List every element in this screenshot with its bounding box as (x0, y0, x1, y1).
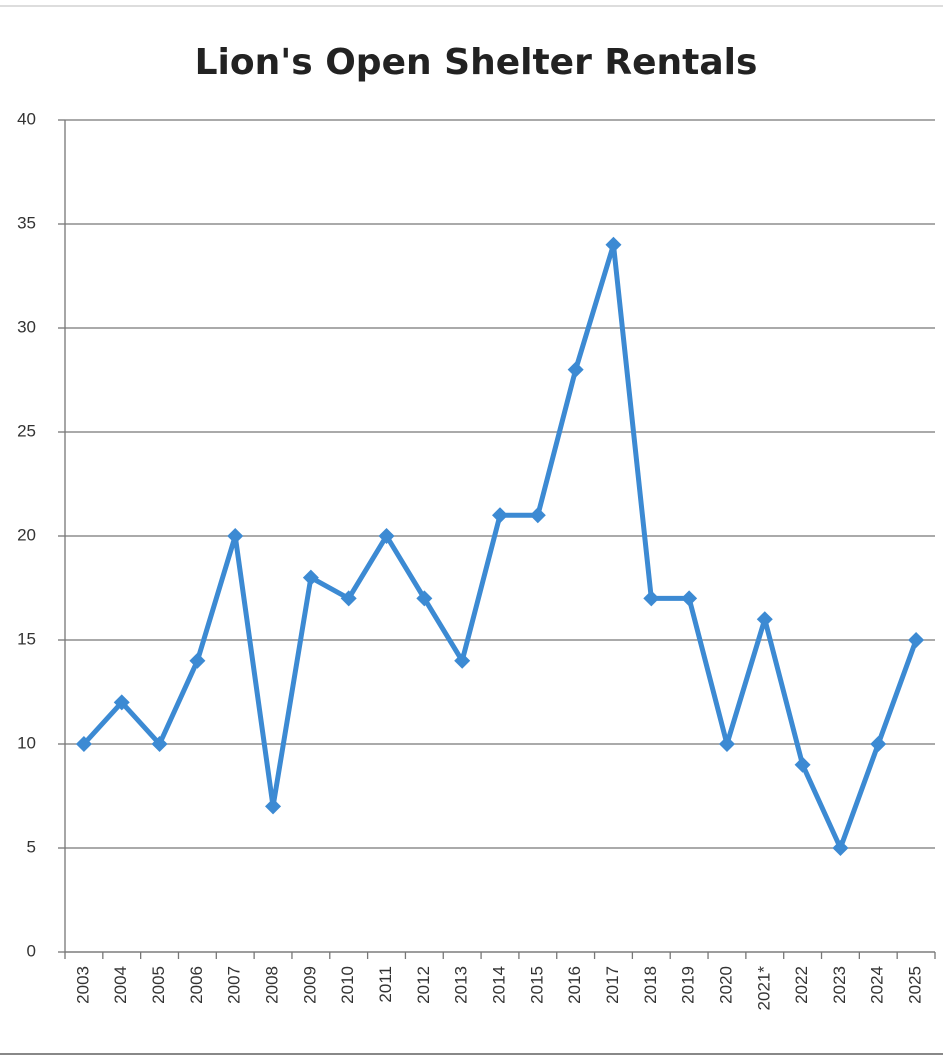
x-tick-label: 2013 (452, 966, 471, 1004)
data-point (151, 736, 168, 752)
y-tick-label: 35 (17, 213, 36, 232)
data-point (756, 611, 773, 628)
data-point (227, 528, 244, 544)
y-tick-label: 0 (27, 941, 36, 960)
data-point (302, 569, 319, 586)
y-tick-label: 15 (17, 629, 36, 648)
data-point (75, 736, 92, 752)
y-tick-label: 40 (17, 109, 36, 128)
data-point (189, 652, 206, 669)
data-point (832, 840, 849, 856)
data-point (454, 652, 471, 669)
y-tick-label: 10 (17, 733, 36, 752)
data-point (718, 736, 735, 752)
x-tick-label: 2011 (376, 966, 395, 1003)
data-point (643, 590, 660, 607)
chart-title: Lion's Open Shelter Rentals (195, 42, 758, 83)
x-tick-label: 2007 (225, 966, 244, 1004)
x-tick-label: 2009 (300, 966, 319, 1004)
data-point (567, 361, 584, 378)
x-tick-label: 2020 (716, 966, 735, 1004)
x-tick-label: 2015 (527, 966, 546, 1004)
data-point (340, 590, 357, 607)
y-tick-label: 5 (27, 837, 36, 856)
x-tick-label: 2005 (149, 966, 168, 1004)
data-point (605, 236, 622, 253)
data-point (113, 694, 130, 711)
x-tick-label: 2003 (73, 966, 92, 1004)
y-tick-label: 25 (17, 421, 36, 440)
x-tick-label: 2012 (414, 966, 433, 1004)
data-point (529, 507, 546, 524)
data-point (416, 590, 433, 607)
x-tick-label: 2022 (792, 966, 811, 1004)
x-tick-label: 2019 (679, 966, 698, 1004)
x-tick-label: 2017 (603, 966, 622, 1004)
data-point (378, 528, 395, 544)
y-tick-label: 30 (17, 317, 36, 336)
data-point (265, 798, 282, 815)
data-point (794, 756, 811, 773)
x-tick-label: 2008 (263, 966, 282, 1004)
data-point (870, 736, 887, 752)
x-tick-label: 2024 (868, 966, 887, 1004)
x-tick-label: 2016 (565, 966, 584, 1004)
x-tick-label: 2004 (111, 966, 130, 1004)
x-tick-label: 2014 (489, 966, 508, 1004)
x-tick-label: 2021* (754, 966, 773, 1011)
data-point (908, 632, 925, 648)
y-tick-label: 20 (17, 525, 36, 544)
x-tick-label: 2006 (187, 966, 206, 1004)
x-tick-label: 2025 (906, 966, 925, 1004)
x-tick-label: 2010 (338, 966, 357, 1004)
data-point (681, 590, 698, 607)
x-tick-label: 2023 (830, 966, 849, 1004)
plot (75, 236, 925, 856)
data-point (492, 507, 508, 524)
x-tick-label: 2018 (641, 966, 660, 1004)
